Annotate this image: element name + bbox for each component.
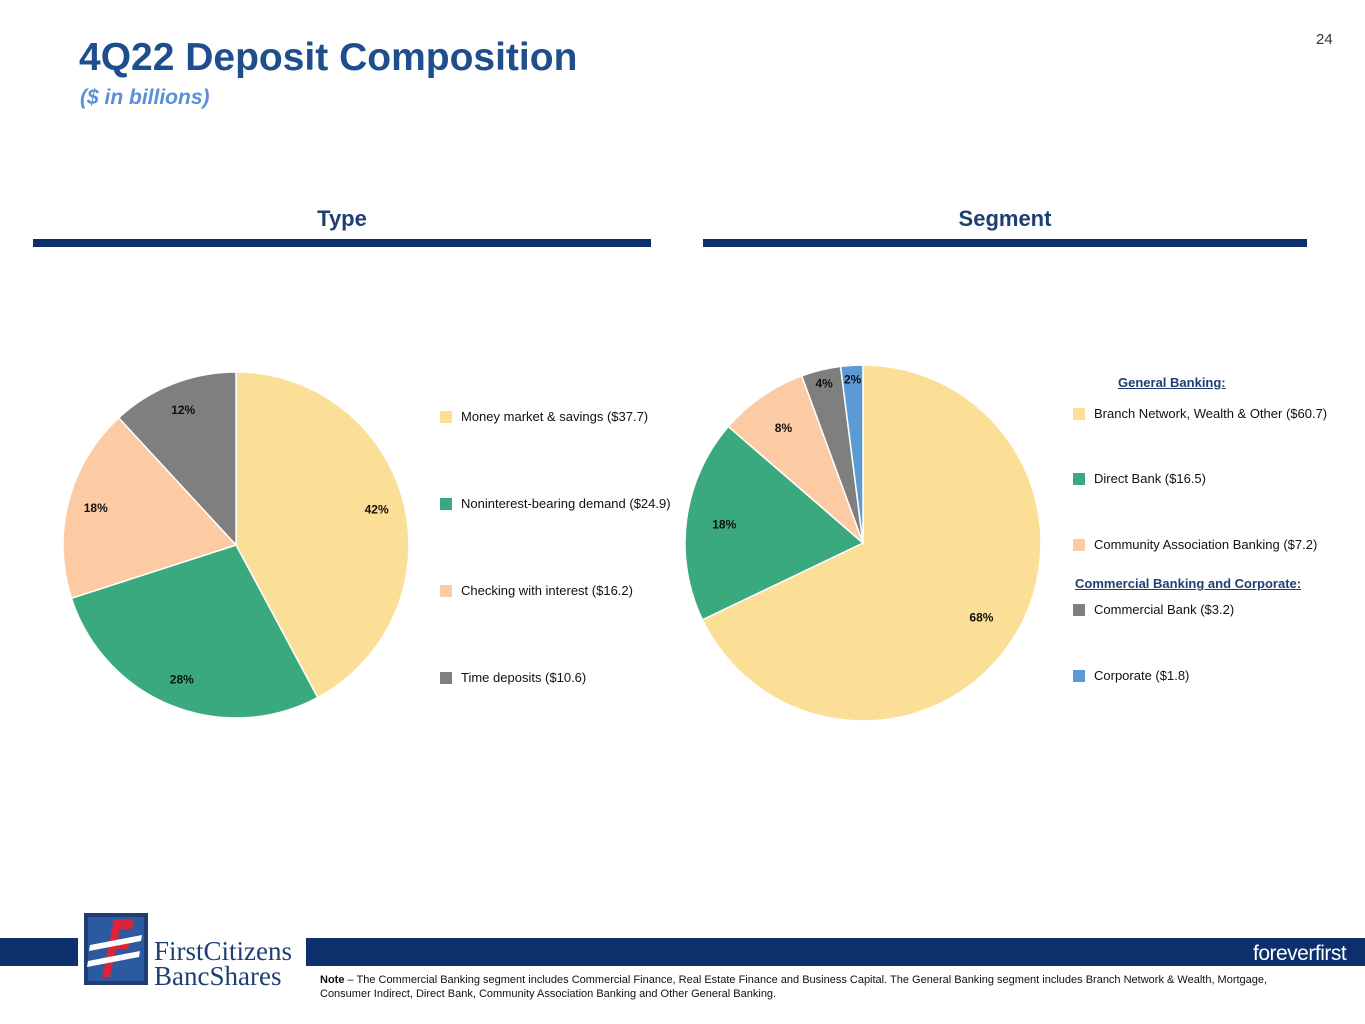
logo-emblem-icon xyxy=(84,913,148,985)
legend-label: Noninterest-bearing demand ($24.9) xyxy=(461,496,671,511)
page-subtitle: ($ in billions) xyxy=(80,86,210,109)
legend-swatch xyxy=(1073,669,1085,682)
pie-slice xyxy=(701,364,1042,722)
pie-slice-label: 28% xyxy=(170,672,194,686)
pie-slice xyxy=(839,364,864,544)
logo-line-2: BancShares xyxy=(154,961,282,991)
pie-slice xyxy=(727,374,865,546)
legend-item-branch-network: Branch Network, Wealth & Other ($60.7) xyxy=(1073,406,1327,421)
page-number: 24 xyxy=(1316,31,1333,48)
segment-section-heading: Segment xyxy=(958,206,1052,231)
pie-slice xyxy=(117,371,237,547)
legend-swatch xyxy=(440,497,452,510)
footnote: Note – The Commercial Banking segment in… xyxy=(320,973,1320,1001)
pie-slice xyxy=(62,416,238,600)
pie-slice-label: 68% xyxy=(969,611,993,625)
legend-label: Time deposits ($10.6) xyxy=(461,670,587,685)
page-title: 4Q22 Deposit Composition xyxy=(79,36,578,79)
legend-swatch xyxy=(440,410,452,423)
legend-label: Commercial Bank ($3.2) xyxy=(1094,602,1235,617)
legend-label: Checking with interest ($16.2) xyxy=(461,583,633,598)
pie-slice-label: 18% xyxy=(84,501,108,515)
legend-swatch xyxy=(1073,407,1085,420)
legend-label: Branch Network, Wealth & Other ($60.7) xyxy=(1094,406,1328,421)
type-section-heading: Type xyxy=(317,206,367,231)
footnote-text: – The Commercial Banking segment include… xyxy=(320,974,1268,1000)
legend-swatch xyxy=(440,584,452,597)
legend-swatch xyxy=(440,671,452,684)
general-banking-heading: General Banking: xyxy=(1118,375,1226,390)
legend-item-checking-interest: Checking with interest ($16.2) xyxy=(440,583,633,598)
segment-section-rule xyxy=(703,239,1307,247)
pie-slice-label: 12% xyxy=(171,403,195,417)
legend-swatch xyxy=(1073,472,1085,485)
legend-item-time-deposits: Time deposits ($10.6) xyxy=(440,670,586,685)
segment-pie-chart: 68% 18% 8% 4% 2% xyxy=(684,364,1042,722)
commercial-banking-heading: Commercial Banking and Corporate: xyxy=(1075,576,1302,591)
legend-item-noninterest-bearing: Noninterest-bearing demand ($24.9) xyxy=(440,496,671,511)
type-section-rule xyxy=(33,239,651,247)
company-logo: FirstCitizens BancShares xyxy=(78,905,306,991)
legend-item-direct-bank: Direct Bank ($16.5) xyxy=(1073,471,1206,486)
legend-item-commercial-bank: Commercial Bank ($3.2) xyxy=(1073,602,1234,617)
pie-slice-label: 2% xyxy=(844,372,862,386)
legend-item-money-market: Money market & savings ($37.7) xyxy=(440,409,648,424)
legend-label: Community Association Banking ($7.2) xyxy=(1094,537,1318,552)
forever-first-tagline: foreverfirst xyxy=(1253,942,1347,965)
pie-slice xyxy=(684,425,865,621)
footnote-label: Note xyxy=(320,974,345,986)
legend-item-corporate: Corporate ($1.8) xyxy=(1073,668,1189,683)
pie-slice xyxy=(235,371,410,699)
logo-line-1: FirstCitizens xyxy=(154,936,293,966)
legend-swatch xyxy=(1073,603,1085,616)
pie-slice-label: 4% xyxy=(816,377,834,391)
legend-label: Money market & savings ($37.7) xyxy=(461,409,649,424)
legend-label: Direct Bank ($16.5) xyxy=(1094,471,1206,486)
legend-item-community-association: Community Association Banking ($7.2) xyxy=(1073,537,1317,552)
pie-slice-label: 42% xyxy=(365,503,389,517)
legend-swatch xyxy=(1073,538,1085,551)
type-pie-chart: 42% 28% 18% 12% xyxy=(62,371,410,719)
pie-slice xyxy=(70,544,319,719)
pie-slice-label: 18% xyxy=(712,517,736,531)
pie-slice-label: 8% xyxy=(775,421,793,435)
legend-label: Corporate ($1.8) xyxy=(1094,668,1190,683)
